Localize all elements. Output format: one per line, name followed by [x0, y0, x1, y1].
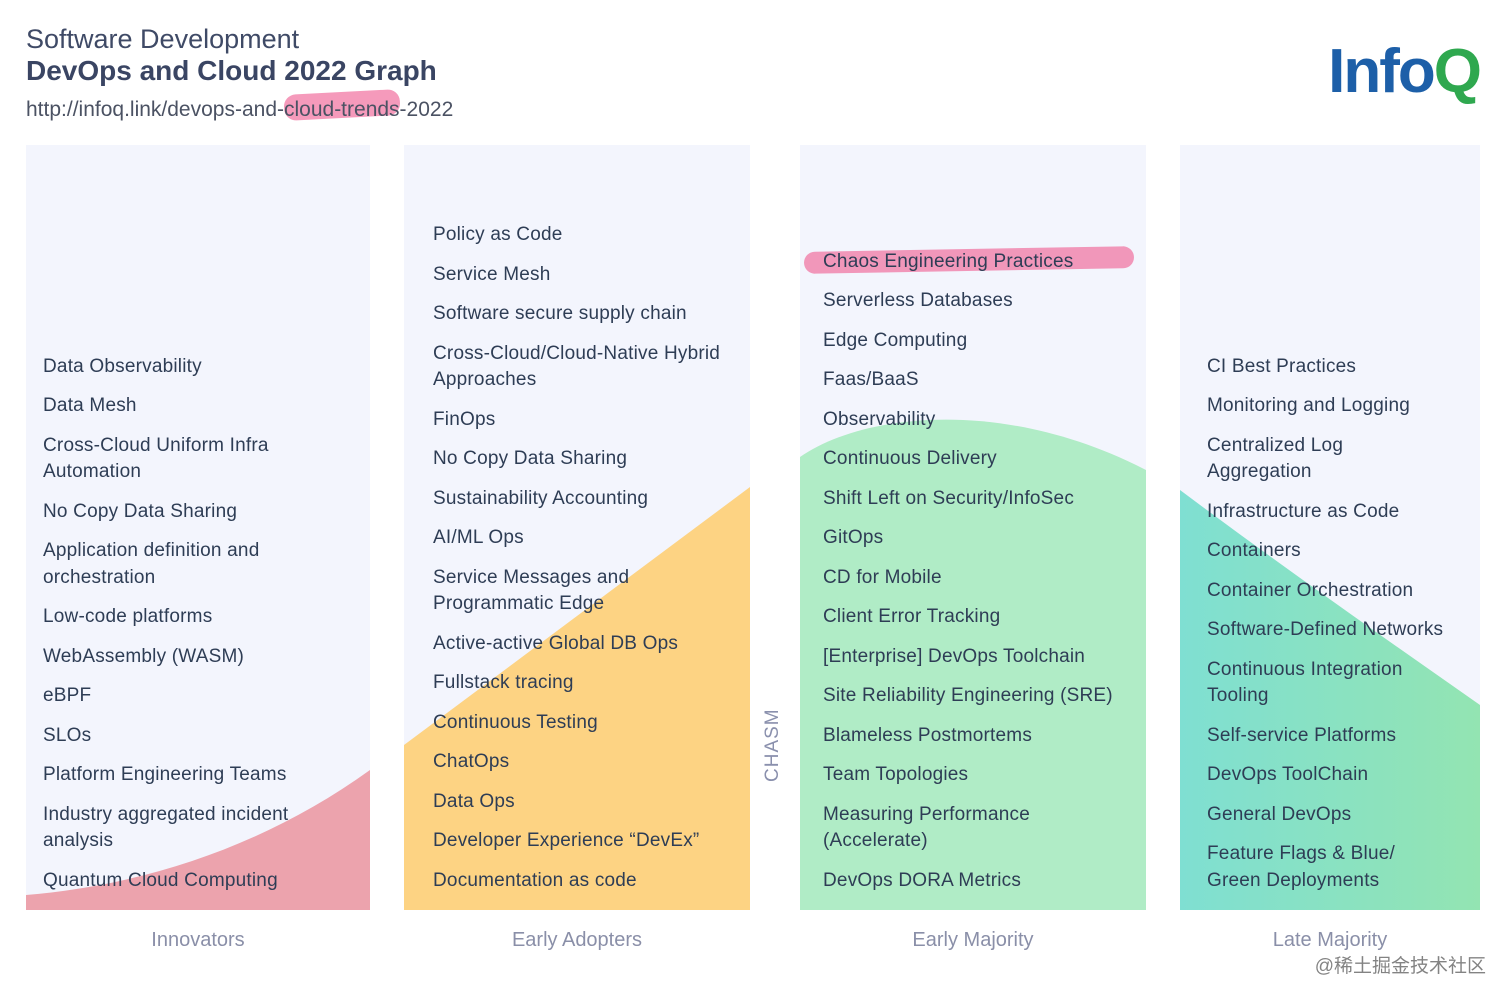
technology-item: Active-active Global DB Ops	[433, 632, 679, 654]
technology-item: Team Topologies	[823, 764, 969, 785]
source-link[interactable]: http://infoq.link/devops-and-cloud-trend…	[26, 98, 454, 121]
technology-item: CI Best Practices	[1207, 355, 1357, 377]
column-early-adopters: Policy as Code Service Mesh Software secur…	[404, 145, 750, 910]
technology-item: Centralized Log Aggregation	[1207, 434, 1344, 483]
page-title: DevOps and Cloud 2022 Graph	[26, 55, 437, 86]
technology-item: Cross-Cloud/Cloud-Native Hybrid Approach…	[433, 342, 721, 391]
technology-item: Quantum Cloud Computing	[43, 869, 278, 891]
technology-item: DevOps DORA Metrics	[823, 869, 1022, 891]
adoption-curve-innovators	[26, 770, 370, 910]
technology-item: Shift Left on Security/InfoSec	[823, 487, 1075, 509]
technology-item: Monitoring and Logging	[1207, 395, 1410, 416]
technology-item: Service Messages and Programmatic Edge	[433, 566, 630, 615]
technology-item: GitOps	[823, 527, 884, 548]
technology-item: Client Error Tracking	[823, 606, 1001, 627]
adoption-curve-late-majority	[1180, 490, 1480, 910]
technology-item: Infrastructure as Code	[1207, 500, 1400, 522]
technology-item: eBPF	[43, 685, 92, 706]
technology-item: No Copy Data Sharing	[433, 448, 628, 469]
technology-item: Platform Engineering Teams	[43, 764, 287, 785]
infoq-logo: InfoQ	[1328, 37, 1482, 106]
watermark: @稀土掘金技术社区	[1314, 956, 1486, 977]
technology-item: Sustainability Accounting	[433, 487, 649, 509]
column-early-majority: Chaos Engineering Practices Serverless Da…	[800, 145, 1146, 910]
technology-item: ChatOps	[433, 751, 510, 772]
subtitle: Software Development	[26, 24, 300, 54]
technology-item: SLOs	[43, 724, 92, 746]
technology-item: Industry aggregated incident analysis	[43, 803, 289, 852]
technology-item: General DevOps	[1207, 803, 1352, 825]
technology-item: Container Orchestration	[1207, 579, 1414, 601]
technology-item: CD for Mobile	[823, 566, 942, 588]
technology-item: Observability	[823, 408, 936, 430]
stage-label: Early Adopters	[511, 929, 643, 951]
technology-item: Software secure supply chain	[433, 303, 687, 324]
technology-item: Site Reliability Engineering (SRE)	[823, 685, 1113, 706]
technology-item: DevOps ToolChain	[1207, 764, 1369, 785]
technology-item: Serverless Databases	[823, 290, 1013, 311]
technology-item: Fullstack tracing	[433, 672, 574, 693]
column-innovators: Data Observability Data Mesh Cross-Cloud U…	[26, 145, 370, 910]
stage-label: Late Majority	[1272, 929, 1388, 951]
technology-item: Cross-Cloud Uniform Infra Automation	[43, 434, 269, 483]
technology-item: Documentation as code	[433, 869, 637, 891]
technology-item: Low-code platforms	[43, 606, 213, 627]
column-late-majority: CI Best Practices Monitoring and Logging C…	[1180, 145, 1480, 910]
technology-item: Service Mesh	[433, 263, 551, 285]
technology-item: [Enterprise] DevOps Toolchain	[823, 645, 1086, 667]
stage-label: Innovators	[151, 929, 245, 951]
technology-item: Blameless Postmortems	[823, 724, 1033, 746]
technology-item: Containers	[1207, 540, 1301, 561]
technology-item: Chaos Engineering Practices	[823, 250, 1074, 272]
adoption-curve-early-adopters	[404, 487, 750, 910]
technology-item: Application definition and orchestration	[43, 540, 260, 588]
chasm-label: CHASM	[762, 708, 783, 782]
technology-item: Data Mesh	[43, 395, 137, 416]
technology-item: Policy as Code	[433, 224, 563, 245]
technology-item: Faas/BaaS	[823, 369, 919, 390]
adoption-curve-early-majority	[800, 419, 1146, 910]
technology-item: Continuous Integration Tooling	[1207, 658, 1403, 707]
technology-item: AI/ML Ops	[433, 527, 524, 548]
technology-item: Software-Defined Networks	[1207, 619, 1444, 640]
technology-item: WebAssembly (WASM)	[43, 645, 245, 667]
technology-item: Measuring Performance (Accelerate)	[823, 803, 1030, 852]
technology-item: No Copy Data Sharing	[43, 500, 238, 522]
technology-item: FinOps	[433, 408, 496, 430]
technology-item: Self-service Platforms	[1207, 724, 1397, 746]
technology-item: Data Ops	[433, 790, 515, 812]
technology-item: Edge Computing	[823, 329, 968, 351]
technology-item: Continuous Delivery	[823, 448, 997, 469]
technology-item: Continuous Testing	[433, 711, 598, 733]
technology-item: Feature Flags & Blue/ Green Deployments	[1207, 843, 1395, 891]
stage-label: Early Majority	[912, 929, 1034, 951]
technology-item: Developer Experience “DevEx”	[433, 830, 700, 851]
technology-item: Data Observability	[43, 355, 202, 377]
